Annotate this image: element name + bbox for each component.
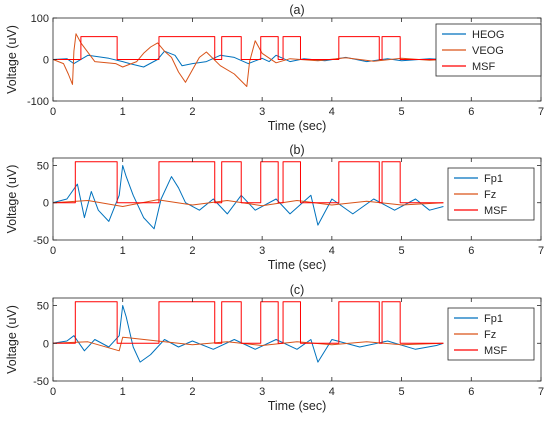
x-tick-label: 2 <box>189 106 195 118</box>
legend-label: MSF <box>484 205 508 217</box>
series-line-msf <box>53 161 444 204</box>
x-tick-label: 5 <box>399 386 405 398</box>
x-tick-label: 1 <box>120 245 126 257</box>
legend-label: MSF <box>484 345 508 357</box>
y-tick-label: 50 <box>37 301 49 313</box>
panel-title: (c) <box>290 283 305 297</box>
plot-area <box>53 161 444 230</box>
axes-box <box>52 157 542 241</box>
plot-area <box>53 301 444 363</box>
x-tick-label: 6 <box>468 106 474 118</box>
y-tick-label: 50 <box>37 160 49 172</box>
y-tick-label: -100 <box>27 96 49 108</box>
plot-area <box>53 33 444 87</box>
legend-label: Fz <box>484 329 496 341</box>
x-tick-label: 0 <box>50 245 56 257</box>
series-line-veog <box>53 33 444 87</box>
y-axis-label: Voltage (uV) <box>5 305 19 374</box>
x-tick-label: 2 <box>189 386 195 398</box>
x-tick-label: 7 <box>538 245 544 257</box>
panel-title: (a) <box>289 3 304 17</box>
x-tick-label: 5 <box>399 245 405 257</box>
y-tick-label: 0 <box>43 55 49 67</box>
legend-label: Fp1 <box>484 313 503 325</box>
axes-box <box>52 297 542 382</box>
legend: Fp1 Fz MSF <box>447 307 535 361</box>
series-line-fz <box>53 336 444 352</box>
y-tick-label: 100 <box>31 13 49 25</box>
x-tick-label: 4 <box>329 106 335 118</box>
y-tick-label: -50 <box>33 376 49 388</box>
series-line-msf <box>53 36 444 60</box>
y-axis-label: Voltage (uV) <box>5 25 19 94</box>
x-tick-label: 7 <box>538 386 544 398</box>
legend-label: Fp1 <box>484 173 503 185</box>
x-tick-label: 5 <box>399 106 405 118</box>
x-tick-label: 3 <box>259 106 265 118</box>
x-tick-label: 4 <box>329 245 335 257</box>
x-tick-label: 1 <box>120 386 126 398</box>
series-line-fp1 <box>53 165 444 230</box>
legend-label: Fz <box>484 189 496 201</box>
x-axis-label: Time (sec) <box>268 119 327 133</box>
legend-label: HEOG <box>472 29 504 41</box>
legend: Fp1 Fz MSF <box>447 167 535 221</box>
x-tick-label: 4 <box>329 386 335 398</box>
x-tick-label: 1 <box>120 106 126 118</box>
x-tick-label: 2 <box>189 245 195 257</box>
y-tick-label: 0 <box>43 198 49 210</box>
x-tick-label: 3 <box>259 386 265 398</box>
x-tick-label: 0 <box>50 386 56 398</box>
x-axis-label: Time (sec) <box>268 399 327 413</box>
y-tick-label: -50 <box>33 235 49 247</box>
legend: HEOG VEOG MSF <box>435 23 542 77</box>
x-tick-label: 0 <box>50 106 56 118</box>
y-tick-label: 0 <box>43 338 49 350</box>
legend-label: VEOG <box>472 45 504 57</box>
legend-label: MSF <box>472 61 496 73</box>
series-line-fp1 <box>53 305 444 363</box>
x-axis-label: Time (sec) <box>268 258 327 272</box>
x-tick-label: 7 <box>538 106 544 118</box>
x-tick-label: 6 <box>468 245 474 257</box>
x-tick-label: 3 <box>259 245 265 257</box>
y-axis-label: Voltage (uV) <box>5 165 19 234</box>
panel-title: (b) <box>289 143 304 157</box>
x-tick-label: 6 <box>468 386 474 398</box>
series-line-msf <box>53 301 444 344</box>
